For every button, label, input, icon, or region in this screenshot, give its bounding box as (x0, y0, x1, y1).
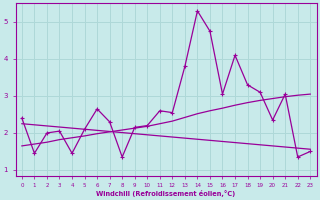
X-axis label: Windchill (Refroidissement éolien,°C): Windchill (Refroidissement éolien,°C) (96, 190, 236, 197)
